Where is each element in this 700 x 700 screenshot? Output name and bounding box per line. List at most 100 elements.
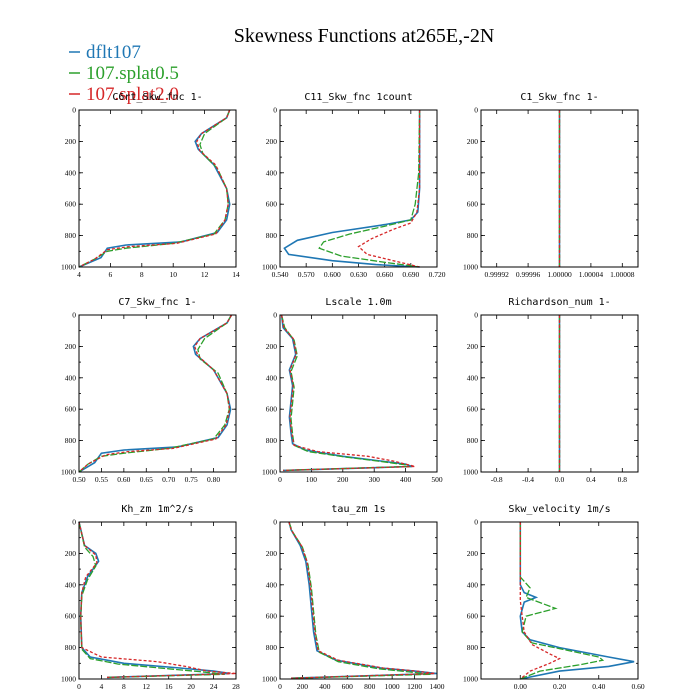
y-tick-label: 400 bbox=[65, 580, 77, 589]
x-tick-label: 100 bbox=[306, 475, 318, 484]
legend-item: 107.splat2.0 bbox=[69, 84, 179, 105]
legend-label: 107.splat0.5 bbox=[86, 63, 179, 84]
x-tick-label: 12 bbox=[201, 270, 209, 279]
y-tick-label: 400 bbox=[467, 373, 479, 382]
plot-frame bbox=[480, 109, 639, 268]
y-tick-label: 400 bbox=[266, 580, 278, 589]
series-line bbox=[519, 522, 605, 680]
subplot: C11_Skw_fnc 1count 0 200 400 600 800 10000.540… bbox=[262, 92, 446, 279]
x-tick-label: 28 bbox=[232, 682, 240, 691]
y-tick-label: 0 bbox=[72, 518, 76, 527]
x-tick-label: -0.8 bbox=[491, 475, 503, 484]
x-tick-label: 0 bbox=[77, 682, 81, 691]
subplot-title: C1_Skw_fnc 1- bbox=[520, 92, 598, 103]
y-tick-label: 1000 bbox=[61, 675, 76, 684]
y-tick-label: 0 bbox=[474, 311, 478, 320]
x-tick-label: 0.630 bbox=[350, 270, 367, 279]
x-tick-label: 400 bbox=[319, 682, 331, 691]
x-tick-label: 6 bbox=[109, 270, 113, 279]
subplot: Skw_velocity 1m/s 0 200 400 600 800 1000 0.00 0.… bbox=[463, 504, 645, 691]
y-tick-label: 200 bbox=[65, 137, 77, 146]
x-tick-label: 400 bbox=[400, 475, 412, 484]
y-tick-label: 1000 bbox=[463, 468, 478, 477]
x-tick-label: 1000 bbox=[385, 682, 400, 691]
x-tick-label: -0.4 bbox=[522, 475, 534, 484]
x-tick-label: 0.70 bbox=[162, 475, 175, 484]
plot-frame bbox=[480, 314, 639, 473]
y-tick-label: 600 bbox=[467, 200, 479, 209]
plot-frame bbox=[480, 521, 639, 680]
x-tick-label: 0 bbox=[278, 475, 282, 484]
subplot: C1_Skw_fnc 1- 0 200 400 600 800 1000 0.99992 0.9… bbox=[463, 92, 639, 279]
y-tick-label: 1000 bbox=[262, 263, 277, 272]
series-line bbox=[78, 314, 233, 473]
x-tick-label: 4 bbox=[100, 682, 104, 691]
y-tick-label: 0 bbox=[72, 106, 76, 115]
series-line bbox=[288, 521, 435, 679]
series-line bbox=[78, 314, 233, 473]
series-line bbox=[78, 521, 231, 679]
y-tick-label: 200 bbox=[467, 549, 479, 558]
x-tick-label: 16 bbox=[165, 682, 173, 691]
y-tick-label: 200 bbox=[266, 549, 278, 558]
plot-frame bbox=[279, 521, 438, 680]
y-tick-label: 0 bbox=[273, 518, 277, 527]
series-line bbox=[78, 521, 237, 679]
x-tick-label: 0.570 bbox=[298, 270, 315, 279]
x-tick-label: 0 bbox=[278, 682, 282, 691]
x-tick-label: 0.540 bbox=[272, 270, 289, 279]
series-line bbox=[78, 109, 231, 268]
y-tick-label: 400 bbox=[467, 168, 479, 177]
subplot-title: Lscale 1.0m bbox=[325, 297, 391, 308]
y-tick-label: 800 bbox=[467, 643, 479, 652]
x-tick-label: 500 bbox=[431, 475, 443, 484]
x-tick-label: 0.60 bbox=[631, 682, 644, 691]
y-tick-label: 600 bbox=[266, 612, 278, 621]
y-tick-label: 800 bbox=[266, 643, 278, 652]
y-tick-label: 0 bbox=[474, 106, 478, 115]
plot-frame bbox=[279, 109, 438, 268]
x-tick-label: 0.40 bbox=[592, 682, 605, 691]
y-tick-label: 400 bbox=[266, 373, 278, 382]
x-tick-label: 8 bbox=[122, 682, 126, 691]
x-tick-label: 300 bbox=[369, 475, 381, 484]
y-tick-label: 800 bbox=[65, 643, 77, 652]
x-tick-label: 600 bbox=[342, 682, 354, 691]
y-tick-label: 1000 bbox=[61, 468, 76, 477]
x-tick-label: 0.600 bbox=[324, 270, 341, 279]
y-tick-label: 400 bbox=[467, 580, 479, 589]
x-tick-label: 0.690 bbox=[402, 270, 419, 279]
y-tick-label: 800 bbox=[266, 436, 278, 445]
x-tick-label: 1200 bbox=[407, 682, 422, 691]
x-tick-label: 0.4 bbox=[586, 475, 596, 484]
x-tick-label: 0.99992 bbox=[485, 270, 510, 279]
series-line bbox=[288, 521, 438, 679]
x-tick-label: 1.00004 bbox=[579, 270, 604, 279]
y-tick-label: 1000 bbox=[262, 468, 277, 477]
x-tick-label: 24 bbox=[210, 682, 218, 691]
x-tick-label: 200 bbox=[337, 475, 349, 484]
y-tick-label: 600 bbox=[65, 200, 77, 209]
x-tick-label: 14 bbox=[232, 270, 240, 279]
x-tick-label: 0.720 bbox=[429, 270, 446, 279]
y-tick-label: 1000 bbox=[61, 263, 76, 272]
y-tick-label: 800 bbox=[65, 231, 77, 240]
x-tick-label: 0.20 bbox=[553, 682, 566, 691]
y-tick-label: 200 bbox=[266, 137, 278, 146]
plot-frame bbox=[78, 521, 237, 680]
x-tick-label: 1.00008 bbox=[610, 270, 635, 279]
x-tick-label: 0.00 bbox=[514, 682, 527, 691]
x-tick-label: 0.50 bbox=[72, 475, 85, 484]
x-tick-label: 0.0 bbox=[555, 475, 565, 484]
y-tick-label: 200 bbox=[65, 342, 77, 351]
x-tick-label: 0.55 bbox=[95, 475, 108, 484]
y-tick-label: 600 bbox=[266, 200, 278, 209]
legend-item: dflt107 bbox=[69, 42, 141, 63]
x-tick-label: 0.80 bbox=[207, 475, 220, 484]
y-tick-label: 1000 bbox=[463, 675, 478, 684]
y-tick-label: 400 bbox=[65, 373, 77, 382]
